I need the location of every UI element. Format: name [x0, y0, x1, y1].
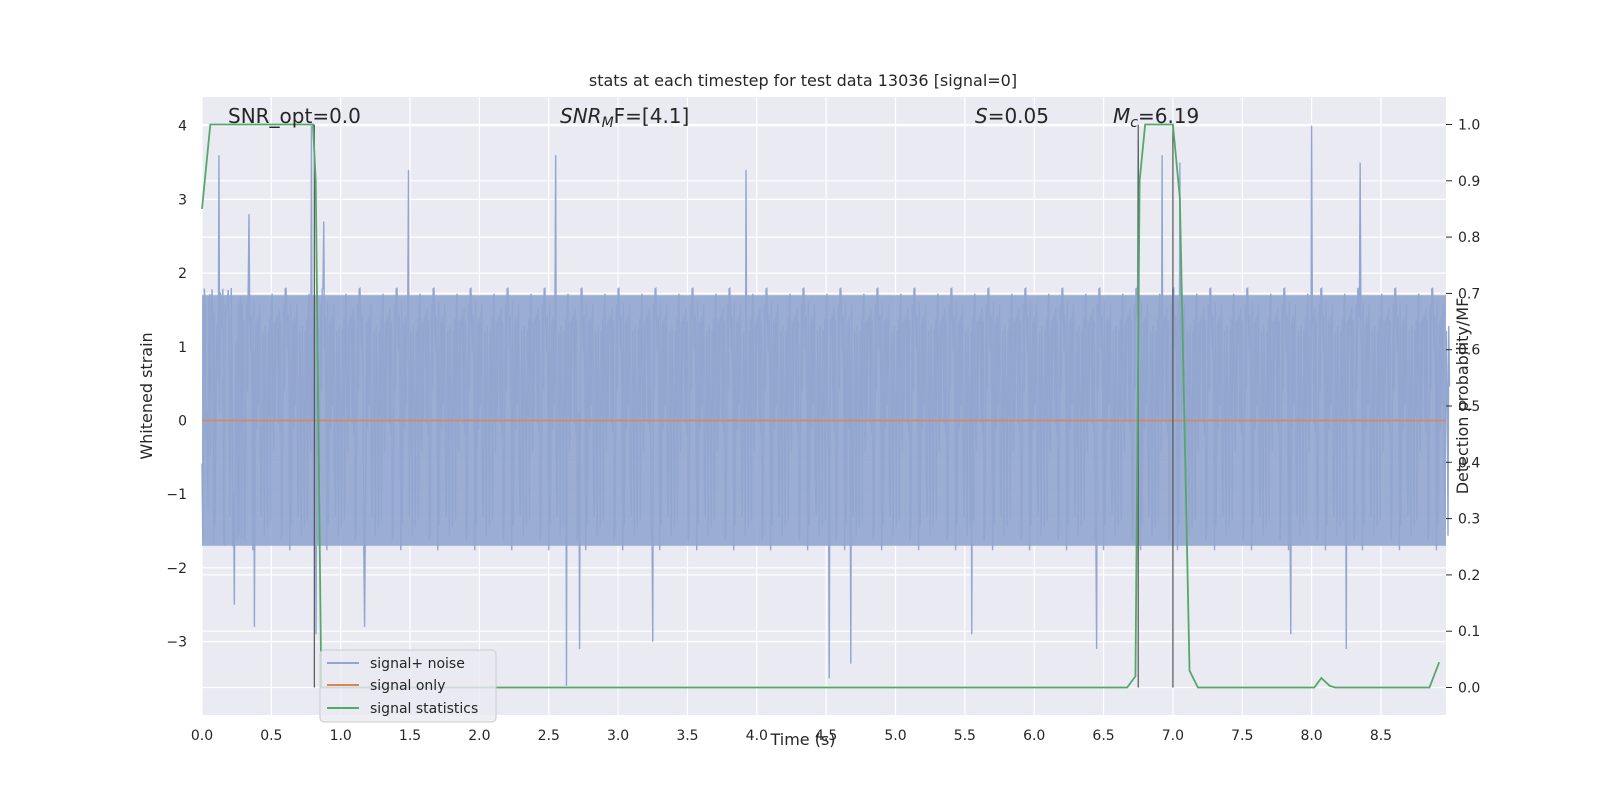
y-right-tick-label: 0.2 [1458, 568, 1480, 584]
y-tick-label: −2 [166, 561, 187, 577]
x-tick-label: 4.0 [746, 728, 768, 744]
legend-label-signal-statistics: signal statistics [370, 701, 478, 717]
y-right-tick-label: 1.0 [1458, 118, 1480, 134]
annotations: SNR_opt=0.0 SNRMF=[4.1] S=0.05 Mc=6.19 [228, 104, 1199, 131]
y-right-tick-label: 0.8 [1458, 230, 1480, 246]
y-right-axis-ticks: 1.0 0.9 0.8 0.7 0.6 0.5 0.4 0.3 0.2 0.1 0.0 [1446, 118, 1480, 697]
signal-statistics-series [201, 123, 1441, 689]
annotation-snr-opt: SNR_opt=0.0 [228, 104, 361, 128]
x-tick-label: 5.5 [954, 728, 976, 744]
y-right-tick-label: 0.6 [1458, 343, 1480, 359]
y-right-axis-label: Detection probability/MF [1453, 298, 1472, 495]
x-tick-label: 7.5 [1231, 728, 1253, 744]
legend-label-signal-noise: signal+ noise [370, 656, 465, 672]
x-tick-label: 8.5 [1370, 728, 1392, 744]
annotation-snr-mf: SNRMF=[4.1] [560, 104, 689, 131]
x-tick-label: 6.5 [1092, 728, 1114, 744]
x-tick-label: 2.5 [538, 728, 560, 744]
y-tick-label: 3 [178, 192, 187, 208]
y-axis-label: Whitened strain [137, 332, 156, 459]
legend-label-signal-only: signal only [370, 678, 445, 694]
y-right-tick-label: 0.3 [1458, 512, 1480, 528]
x-tick-label: 5.0 [884, 728, 906, 744]
y-tick-label: −1 [166, 487, 187, 503]
x-tick-label: 4.5 [815, 728, 837, 744]
x-tick-label: 7.0 [1162, 728, 1184, 744]
y-right-tick-label: 0.0 [1458, 681, 1480, 697]
y-axis-ticks: 4 3 2 1 0 −1 −2 −3 [166, 119, 187, 651]
legend: signal+ noise signal only signal statist… [319, 649, 497, 723]
y-right-tick-label: 0.5 [1458, 399, 1480, 415]
legend-box [319, 649, 497, 723]
x-tick-label: 1.0 [330, 728, 352, 744]
y-tick-label: 4 [178, 119, 187, 135]
y-right-tick-label: 0.7 [1458, 286, 1480, 302]
x-tick-label: 0.5 [260, 728, 282, 744]
x-tick-label: 3.0 [607, 728, 629, 744]
x-tick-label: 8.0 [1300, 728, 1322, 744]
y-tick-label: −3 [166, 635, 187, 651]
x-tick-label: 6.0 [1023, 728, 1045, 744]
y-tick-label: 0 [178, 414, 187, 430]
annotation-mc: Mc=6.19 [1113, 104, 1199, 131]
chart-title: stats at each timestep for test data 130… [589, 71, 1017, 90]
x-tick-label: 0.0 [191, 728, 213, 744]
y-tick-label: 1 [178, 340, 187, 356]
x-axis-ticks: 0.0 0.5 1.0 1.5 2.0 2.5 3.0 3.5 4.0 4.5 5.0 5.5 6.0 6… [191, 728, 1392, 744]
signal-statistics-line [201, 123, 1441, 689]
y-right-tick-label: 0.9 [1458, 174, 1480, 190]
y-right-tick-label: 0.1 [1458, 624, 1480, 640]
annotation-s-stat: S=0.05 [975, 104, 1049, 128]
noise-trace [201, 125, 1451, 686]
y-right-tick-label: 0.4 [1458, 455, 1480, 471]
x-tick-label: 1.5 [399, 728, 421, 744]
y-tick-label: 2 [178, 266, 187, 282]
x-tick-label: 3.5 [676, 728, 698, 744]
x-tick-label: 2.0 [468, 728, 490, 744]
x-axis-label: Time (s) [769, 730, 835, 749]
